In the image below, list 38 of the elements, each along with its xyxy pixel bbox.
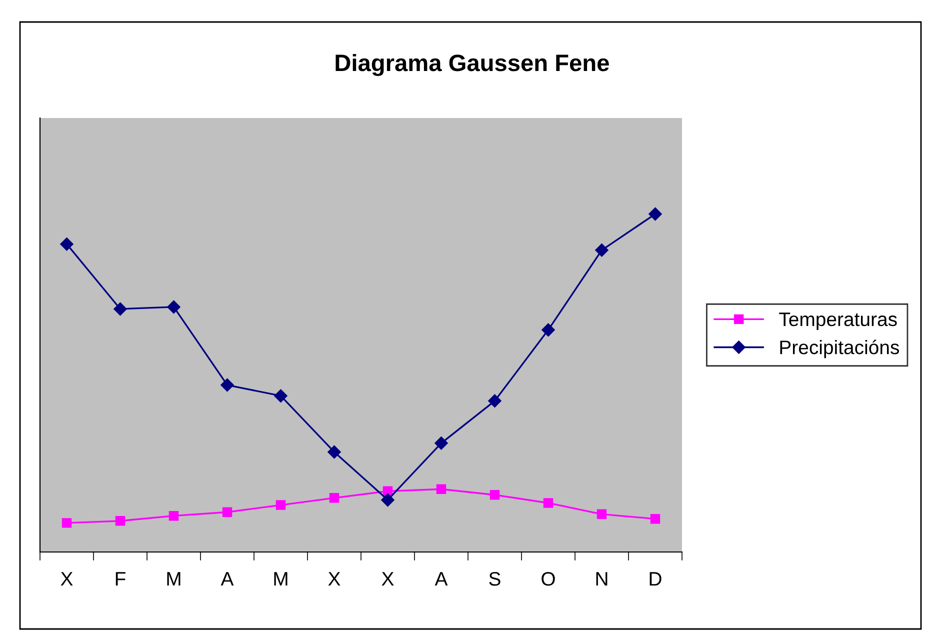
point [648, 207, 662, 221]
point [434, 436, 448, 450]
legend-label: Temperaturas [779, 312, 897, 330]
x-tick-label: N [596, 572, 608, 586]
legend-label: Precipitacións [780, 340, 900, 358]
x-tick-label: A [434, 572, 448, 586]
point [168, 510, 179, 521]
point [381, 493, 394, 507]
x-tick-label: M [274, 572, 288, 586]
x-tick-label: X [328, 572, 340, 586]
x-tick-label: A [220, 572, 234, 586]
x-tick-label: D [650, 572, 662, 586]
point [114, 302, 127, 316]
point [543, 498, 554, 508]
point [328, 445, 341, 459]
chart-title: Diagrama Gaussen Fene [336, 54, 609, 76]
point [60, 237, 74, 251]
point [490, 490, 500, 500]
point [222, 507, 232, 517]
point [595, 244, 608, 257]
point [436, 484, 446, 494]
x-tick-label: O [542, 572, 555, 586]
point [274, 389, 288, 402]
point [167, 300, 180, 314]
point [276, 500, 286, 510]
x-tick-label: F [116, 572, 126, 586]
x-tick-label: M [167, 572, 180, 586]
x-tick-label: X [382, 572, 394, 586]
point [596, 509, 607, 520]
point [488, 394, 502, 408]
x-tick-label: S [489, 572, 500, 586]
point [650, 514, 660, 524]
point [115, 516, 126, 526]
point [62, 518, 72, 528]
point [542, 323, 555, 337]
point [220, 378, 234, 392]
point [329, 493, 340, 503]
x-tick-label: X [60, 572, 73, 586]
